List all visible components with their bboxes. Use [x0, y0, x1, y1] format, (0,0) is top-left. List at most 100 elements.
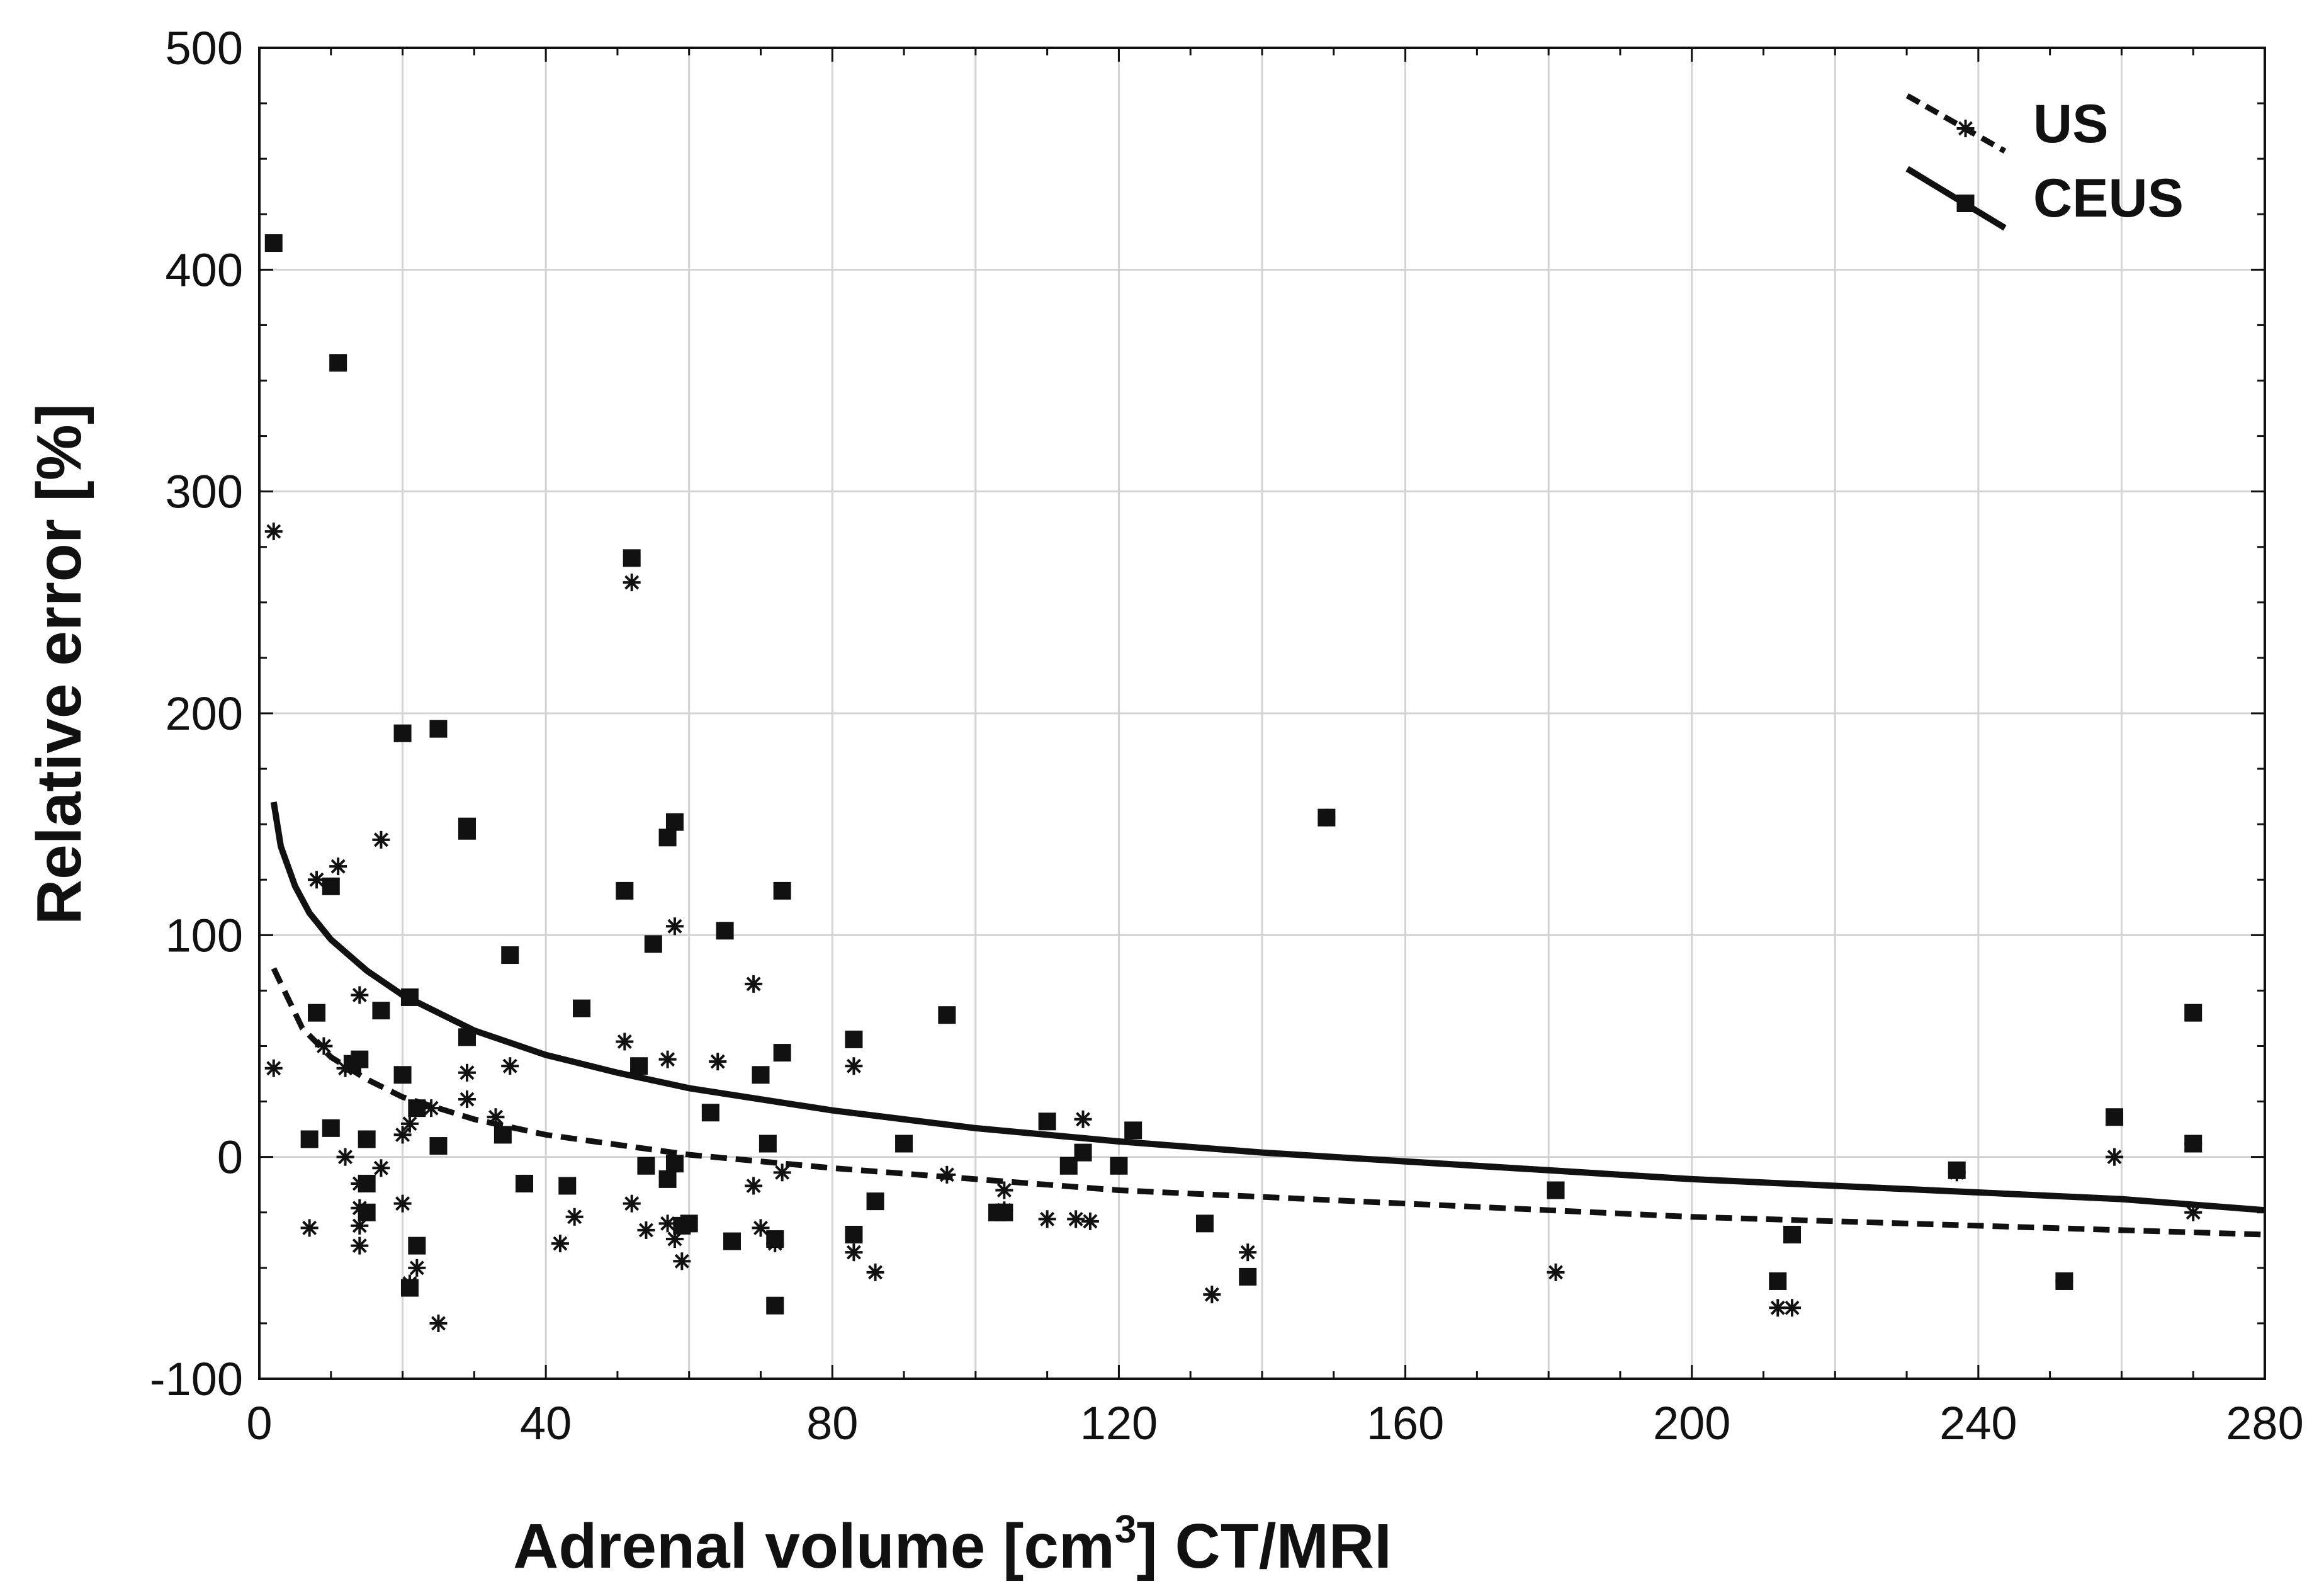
- point-ceus: [408, 1099, 426, 1118]
- point-ceus: [845, 1225, 863, 1243]
- point-us: [623, 574, 641, 592]
- legend-label-ceus: CEUS: [2033, 168, 2184, 229]
- point-us: [1081, 1212, 1099, 1230]
- point-us: [938, 1165, 956, 1184]
- point-us: [393, 1194, 412, 1213]
- point-ceus: [351, 1050, 369, 1068]
- point-us: [616, 1033, 634, 1051]
- point-us: [773, 1163, 791, 1182]
- point-ceus: [408, 1237, 426, 1255]
- point-ceus: [665, 1155, 684, 1173]
- point-ceus: [938, 1006, 956, 1024]
- axis-ticks: [258, 47, 2266, 1380]
- point-ceus: [866, 1192, 884, 1211]
- point-us: [1547, 1263, 1565, 1281]
- y-tick-label: 300: [166, 466, 243, 518]
- point-ceus: [1124, 1121, 1142, 1140]
- point-us: [300, 1219, 319, 1237]
- point-ceus: [300, 1130, 319, 1148]
- point-ceus: [723, 1232, 741, 1250]
- point-us: [665, 1230, 684, 1248]
- point-ceus: [494, 1126, 512, 1144]
- y-axis-title: Relative error [%]: [24, 404, 94, 925]
- x-tick-label: 40: [520, 1397, 572, 1449]
- point-ceus: [358, 1130, 376, 1148]
- point-us: [1067, 1210, 1085, 1228]
- point-ceus: [623, 549, 641, 567]
- point-ceus: [616, 881, 634, 900]
- trend-lines: [270, 801, 2265, 1238]
- point-us: [393, 1126, 412, 1144]
- y-tick-label: 0: [217, 1131, 243, 1184]
- point-ceus: [393, 1066, 412, 1084]
- point-us: [336, 1148, 354, 1166]
- point-ceus: [458, 1028, 476, 1046]
- point-us: [1074, 1110, 1092, 1128]
- point-us: [264, 1059, 283, 1077]
- point-us: [372, 1159, 390, 1177]
- point-us: [623, 1194, 641, 1213]
- point-us: [752, 1219, 770, 1237]
- point-us: [658, 1214, 677, 1233]
- x-axis-title-superscript: 3: [1115, 1508, 1136, 1551]
- point-ceus: [393, 724, 412, 742]
- x-tick-label: 240: [1939, 1397, 2017, 1449]
- x-axis-title-main: Adrenal volume [cm: [513, 1511, 1115, 1582]
- point-ceus: [701, 1104, 719, 1122]
- x-axis-title-suffix: ] CT/MRI: [1136, 1511, 1391, 1582]
- x-tick-label: 120: [1080, 1397, 1158, 1449]
- point-ceus: [773, 1044, 791, 1062]
- point-us: [1203, 1286, 1221, 1304]
- legend-marker-ceus: [1956, 195, 1975, 212]
- point-ceus: [400, 1279, 419, 1297]
- y-tick-label: -100: [150, 1353, 243, 1405]
- point-ceus: [1074, 1143, 1092, 1162]
- point-us: [565, 1208, 584, 1226]
- point-ceus: [658, 1170, 677, 1188]
- y-tick-label: 200: [166, 688, 243, 740]
- point-us: [264, 523, 283, 541]
- y-tick-label: 100: [166, 909, 243, 961]
- point-ceus: [644, 935, 662, 953]
- point-us: [351, 1216, 369, 1235]
- trend-line-ceus: [270, 801, 2265, 1214]
- point-ceus: [358, 1203, 376, 1221]
- legend-marker-us: [1956, 120, 1975, 137]
- x-axis-tick-labels: 0 40 80 120 160 200 240 280: [246, 1397, 2303, 1449]
- point-us: [709, 1053, 727, 1071]
- point-ceus: [1948, 1161, 1966, 1179]
- point-us: [995, 1181, 1013, 1199]
- point-us: [2184, 1203, 2203, 1221]
- point-us: [458, 1090, 476, 1109]
- point-us: [551, 1235, 569, 1253]
- point-ceus: [573, 999, 591, 1017]
- point-us: [665, 917, 684, 936]
- point-us: [329, 857, 347, 876]
- point-us: [458, 1063, 476, 1082]
- point-us: [658, 1050, 677, 1068]
- point-ceus: [1783, 1225, 1802, 1243]
- point-ceus: [516, 1174, 534, 1192]
- point-us: [351, 986, 369, 1004]
- point-ceus: [322, 1119, 340, 1137]
- point-ceus: [558, 1177, 577, 1195]
- point-ceus: [458, 817, 476, 835]
- point-ceus: [264, 234, 283, 252]
- point-ceus: [358, 1174, 376, 1192]
- point-ceus: [658, 829, 677, 847]
- point-ceus: [716, 922, 734, 940]
- point-ceus: [2184, 1004, 2203, 1022]
- point-us: [673, 1252, 691, 1271]
- point-us: [315, 1037, 333, 1055]
- x-tick-label: 0: [246, 1397, 272, 1449]
- point-ceus: [766, 1230, 784, 1248]
- point-ceus: [1038, 1112, 1056, 1131]
- point-us: [429, 1314, 448, 1332]
- point-ceus: [773, 881, 791, 900]
- point-ceus: [1547, 1181, 1565, 1199]
- point-ceus: [322, 877, 340, 895]
- x-tick-label: 160: [1367, 1397, 1444, 1449]
- point-us: [487, 1108, 505, 1126]
